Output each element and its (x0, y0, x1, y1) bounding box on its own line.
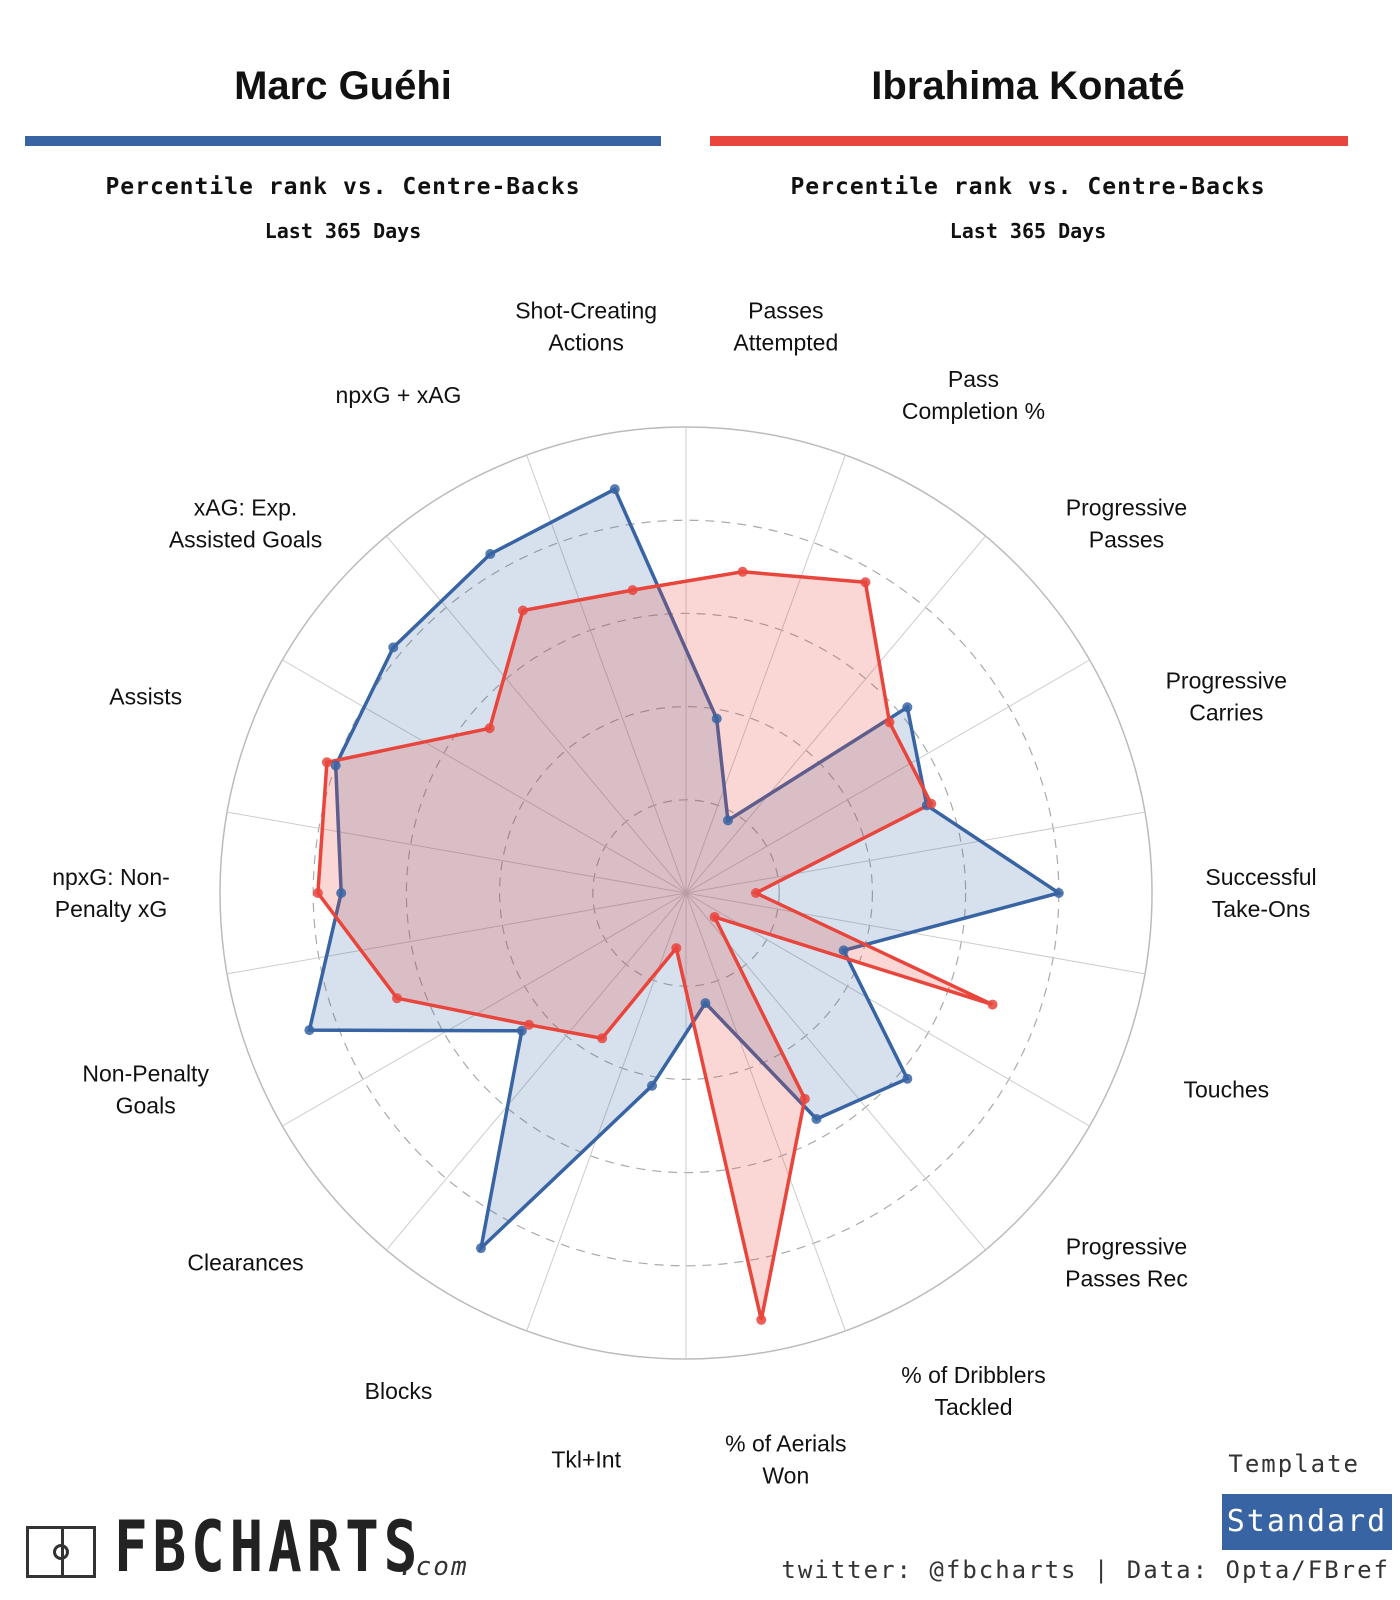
series-2-point (884, 717, 895, 728)
series-2-point (756, 1314, 767, 1325)
series-2-point (321, 757, 332, 768)
series-1-point (902, 702, 913, 713)
radar-spoke (685, 454, 846, 894)
series-1-point (722, 815, 733, 826)
series-2-point (860, 577, 871, 588)
category-label: Non-Penalty Goals (82, 1061, 209, 1119)
player-1-period: Last 365 Days (264, 219, 422, 243)
series-2-point (737, 566, 748, 577)
series-1-point (330, 760, 341, 771)
series-2-point (484, 723, 495, 734)
series-2-point (523, 1019, 534, 1030)
series-2-point (627, 585, 638, 596)
data-credit: twitter: @fbcharts | Data: Opta/FBref (781, 1556, 1390, 1584)
series-2-point (391, 993, 402, 1004)
radar-spoke (386, 535, 687, 894)
series-1-point (336, 888, 347, 898)
radar-spoke (685, 892, 1090, 1127)
player-1-subtitle: Percentile rank vs. Centre-Backs (105, 174, 581, 200)
series-1-point (647, 1080, 658, 1091)
series-1-point (811, 1113, 822, 1124)
radar-spoke (282, 659, 687, 894)
series-1-point (711, 713, 722, 724)
pitch-icon (26, 1526, 96, 1578)
category-label: Touches (1183, 1077, 1269, 1103)
category-label: Clearances (187, 1250, 303, 1276)
series-1-point (700, 998, 711, 1009)
series-2-point (597, 1033, 608, 1044)
category-label: Pass Completion % (902, 366, 1045, 424)
player-2-name: Ibrahima Konaté (871, 64, 1185, 108)
radar-spoke (685, 659, 1090, 894)
series-1-point (304, 1025, 315, 1036)
category-label: Progressive Passes (1066, 494, 1187, 552)
radar-spoke (685, 892, 986, 1251)
player-1-name: Marc Guéhi (234, 64, 452, 108)
series-2-point (312, 888, 323, 898)
player-1-color-bar (25, 136, 661, 146)
category-label: Tkl+Int (551, 1446, 621, 1472)
series-2-point (517, 605, 528, 616)
series-2-point (671, 943, 682, 954)
category-label: Progressive Passes Rec (1065, 1234, 1188, 1292)
series-1-point (838, 945, 849, 956)
radar-spoke (386, 892, 687, 1251)
series-1-point (516, 1025, 527, 1036)
series-1-point (485, 549, 496, 560)
category-label: npxG: Non-Penalty xG (52, 864, 170, 922)
category-label: Shot-Creating Actions (515, 298, 657, 356)
template-badge: Standard (1222, 1494, 1392, 1550)
category-label: % of Dribblers Tackled (901, 1362, 1045, 1420)
series-1-point (609, 484, 620, 495)
logo-suffix: .com (398, 1552, 469, 1582)
logo-text: FBCHARTS (114, 1506, 423, 1588)
radar-spoke (685, 892, 1146, 975)
radar-spoke (526, 454, 687, 894)
series-1-point (1053, 888, 1064, 898)
series-2-point (709, 911, 720, 922)
radar-spoke (685, 811, 1146, 894)
category-label: Passes Attempted (733, 298, 838, 356)
category-label: xAG: Exp. Assisted Goals (169, 494, 322, 552)
radar-spoke (226, 811, 687, 894)
player-2-subtitle: Percentile rank vs. Centre-Backs (790, 174, 1266, 200)
series-2-point (987, 999, 998, 1010)
radar-spoke (282, 892, 687, 1127)
series-2-point (750, 888, 761, 898)
radar-spoke (685, 535, 986, 894)
player-2-period: Last 365 Days (949, 219, 1107, 243)
category-label: Progressive Carries (1166, 667, 1287, 725)
category-label: Assists (109, 683, 182, 709)
series-2-point (926, 798, 937, 809)
category-label: Blocks (365, 1378, 433, 1404)
category-label: Successful Take-Ons (1205, 864, 1316, 922)
player-2-color-bar (710, 136, 1348, 146)
template-label: Template (1228, 1450, 1360, 1478)
radar-spoke (685, 892, 846, 1332)
category-label: % of Aerials Won (725, 1430, 846, 1488)
radar-spoke (226, 892, 687, 975)
series-1-point (475, 1243, 486, 1254)
series-1-point (902, 1073, 913, 1084)
category-label: npxG + xAG (336, 382, 462, 408)
series-2-point (799, 1093, 810, 1104)
series-1-point (388, 642, 399, 653)
